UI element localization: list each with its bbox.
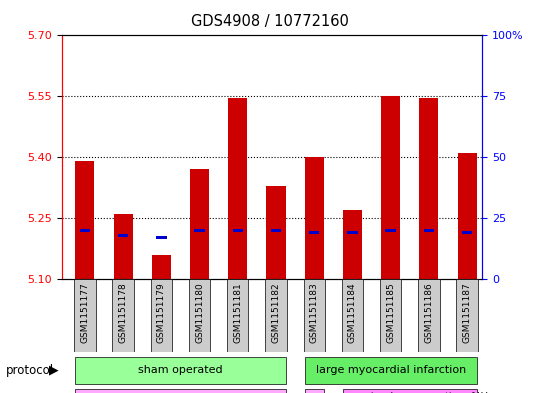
Bar bbox=[385, 229, 396, 232]
Text: GSM1151182: GSM1151182 bbox=[272, 283, 280, 343]
Bar bbox=[380, 279, 402, 352]
Bar bbox=[381, 96, 400, 279]
Bar bbox=[271, 229, 281, 232]
Bar bbox=[342, 279, 363, 352]
Text: progressive decompensation of LV
and heart failure: progressive decompensation of LV and hea… bbox=[332, 392, 487, 393]
Text: GSM1151186: GSM1151186 bbox=[424, 283, 433, 343]
Bar bbox=[232, 229, 243, 232]
Bar bbox=[190, 169, 209, 279]
Bar bbox=[227, 279, 248, 352]
Bar bbox=[151, 279, 172, 352]
Text: GSM1151180: GSM1151180 bbox=[195, 283, 204, 343]
Text: GSM1151185: GSM1151185 bbox=[386, 283, 395, 343]
Text: GSM1151184: GSM1151184 bbox=[348, 283, 357, 343]
Bar bbox=[228, 98, 247, 279]
Bar bbox=[74, 279, 95, 352]
Text: GSM1151179: GSM1151179 bbox=[157, 283, 166, 343]
Bar bbox=[195, 229, 205, 232]
Bar bbox=[266, 185, 286, 279]
Bar bbox=[114, 214, 133, 279]
Bar bbox=[75, 161, 94, 279]
Text: large myocardial infarction: large myocardial infarction bbox=[315, 365, 466, 375]
Bar bbox=[152, 255, 171, 279]
Bar bbox=[156, 236, 167, 239]
Bar bbox=[309, 231, 320, 234]
Text: GSM1151187: GSM1151187 bbox=[462, 283, 472, 343]
Bar bbox=[303, 279, 325, 352]
Bar bbox=[343, 210, 362, 279]
Bar bbox=[419, 98, 438, 279]
Bar bbox=[462, 231, 472, 234]
Bar bbox=[458, 153, 476, 279]
Bar bbox=[305, 389, 324, 393]
Bar bbox=[305, 357, 476, 384]
Bar bbox=[305, 157, 324, 279]
Bar bbox=[424, 229, 434, 232]
Bar bbox=[118, 233, 128, 237]
Text: GSM1151178: GSM1151178 bbox=[119, 283, 128, 343]
Text: protocol: protocol bbox=[5, 364, 53, 377]
Bar bbox=[457, 279, 478, 352]
Bar bbox=[265, 279, 287, 352]
Bar bbox=[189, 279, 210, 352]
Text: GSM1151181: GSM1151181 bbox=[233, 283, 243, 343]
Bar bbox=[75, 389, 286, 393]
Bar bbox=[113, 279, 134, 352]
Bar bbox=[347, 231, 358, 234]
Text: sham operated: sham operated bbox=[138, 365, 223, 375]
Text: ▶: ▶ bbox=[49, 364, 59, 377]
Bar bbox=[80, 229, 90, 232]
Text: compen
sated
LV injury: compen sated LV injury bbox=[299, 392, 329, 393]
Text: GSM1151183: GSM1151183 bbox=[310, 283, 319, 343]
Text: GSM1151177: GSM1151177 bbox=[80, 283, 89, 343]
Bar bbox=[418, 279, 440, 352]
Bar bbox=[343, 389, 476, 393]
Bar bbox=[75, 357, 286, 384]
Text: GDS4908 / 10772160: GDS4908 / 10772160 bbox=[191, 14, 348, 29]
